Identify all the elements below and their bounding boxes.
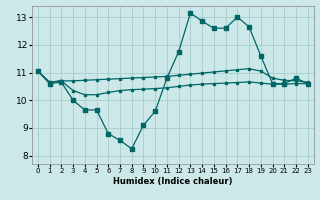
X-axis label: Humidex (Indice chaleur): Humidex (Indice chaleur) [113,177,233,186]
